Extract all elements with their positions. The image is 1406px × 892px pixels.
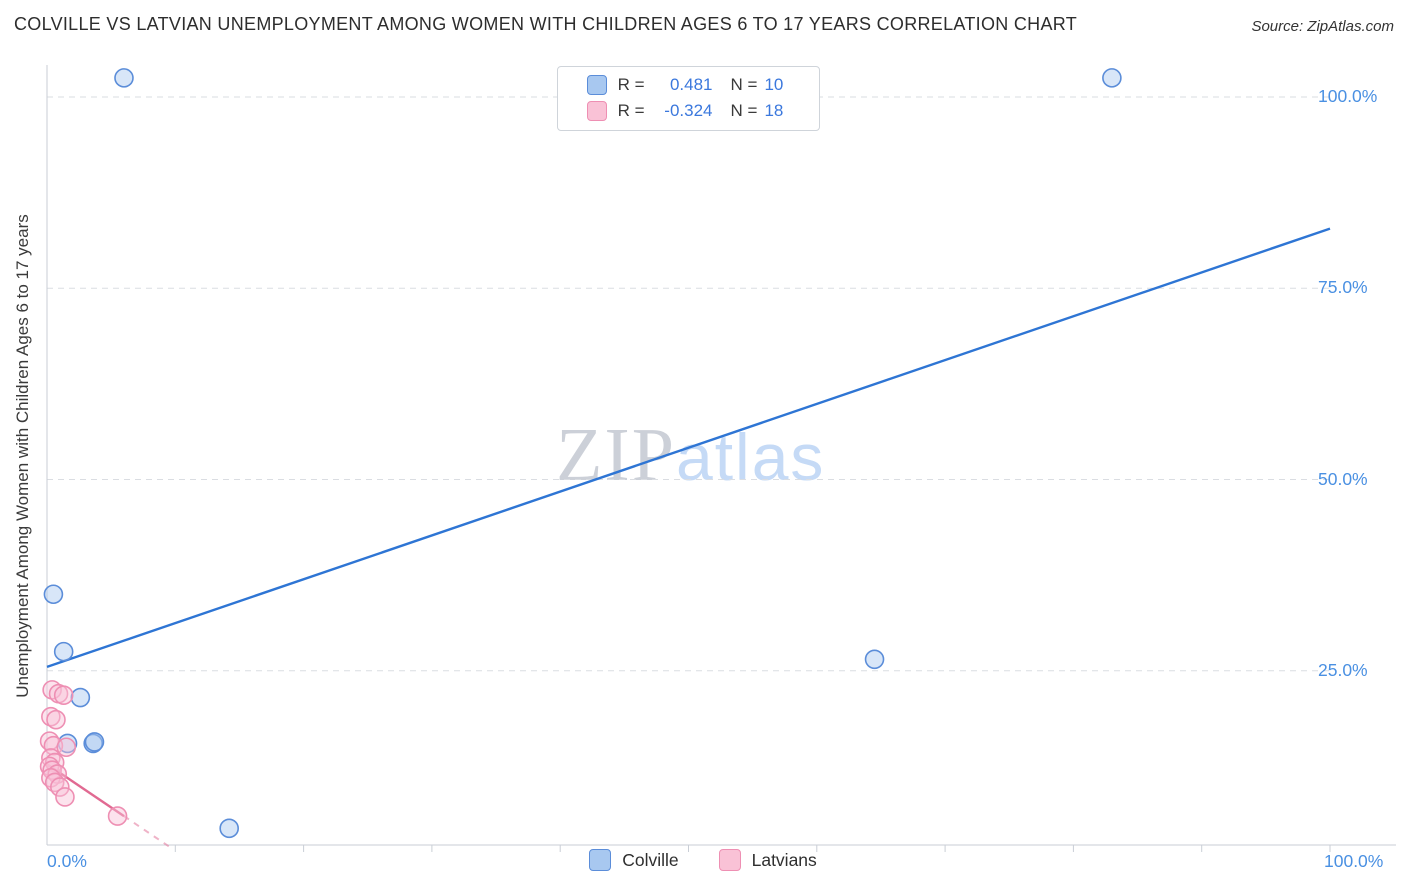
correlation-legend: R = 0.481 N = 10 R = -0.324 N = 18 <box>557 66 820 131</box>
y-tick-label: 100.0% <box>1318 86 1378 106</box>
watermark-zip: ZIP <box>556 413 676 497</box>
source-link[interactable]: Source: ZipAtlas.com <box>1251 18 1394 35</box>
point-colville <box>53 641 74 662</box>
series-legend-item-colville: Colville <box>589 849 679 871</box>
point-colville <box>43 584 64 605</box>
series-legend-item-latvians: Latvians <box>718 849 817 871</box>
series-legend: Colville Latvians <box>0 849 1406 871</box>
point-colville <box>114 68 134 88</box>
point-colville <box>84 732 105 752</box>
page-title: COLVILLE VS LATVIAN UNEMPLOYMENT AMONG W… <box>14 14 1078 34</box>
x-tick-label-max: 100.0% <box>1324 851 1384 871</box>
watermark: ZIPatlas <box>556 412 825 499</box>
n-value-colville: 10 <box>764 75 784 94</box>
series-legend-label: Colville <box>622 849 679 870</box>
point-latvians <box>107 806 128 826</box>
r-value-colville: 0.481 <box>669 75 713 94</box>
y-tick-label: 50.0% <box>1318 468 1368 489</box>
series-legend-label: Latvians <box>751 849 817 870</box>
trend-line-colville <box>46 227 1331 669</box>
point-latvians <box>50 777 70 797</box>
y-tick-label: 75.0% <box>1318 277 1368 298</box>
point-colville <box>1102 68 1122 88</box>
latvians-swatch <box>718 849 741 871</box>
colville-swatch <box>589 849 612 871</box>
n-label: N = <box>730 101 758 120</box>
point-colville <box>219 818 239 839</box>
point-colville <box>864 649 885 670</box>
y-tick-label: 25.0% <box>1318 659 1368 680</box>
trend-line-extension-latvians <box>123 815 174 850</box>
r-value-latvians: -0.324 <box>664 101 713 120</box>
point-latvians <box>46 709 66 730</box>
r-label: R = <box>617 75 645 94</box>
n-value-latvians: 18 <box>764 101 784 120</box>
latvians-swatch <box>586 101 607 121</box>
legend-row-colville: R = 0.481 N = 10 <box>586 75 791 95</box>
point-latvians <box>53 685 74 706</box>
y-axis-label: Unemployment Among Women with Children A… <box>13 214 32 698</box>
watermark-atlas: atlas <box>676 420 826 494</box>
n-label: N = <box>730 75 758 94</box>
point-latvians <box>56 737 77 758</box>
legend-row-latvians: R = -0.324 N = 18 <box>586 101 791 121</box>
r-label: R = <box>617 101 645 120</box>
colville-swatch <box>586 75 607 95</box>
point-colville <box>70 687 91 708</box>
trend-line-latvians <box>46 763 125 818</box>
x-tick-label-min: 0.0% <box>47 851 87 871</box>
point-latvians <box>55 787 75 807</box>
